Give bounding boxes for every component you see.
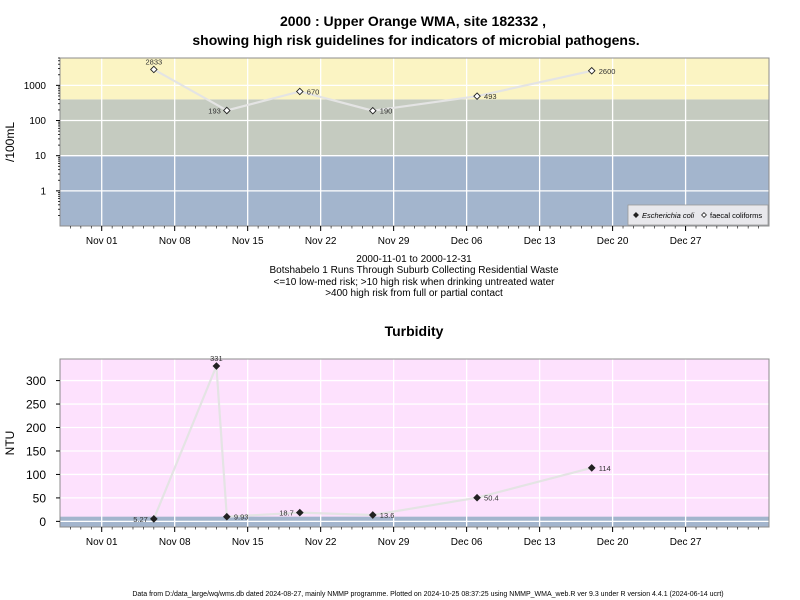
high-risk-guideline-note: >400 high risk from full or partial cont… — [325, 288, 503, 299]
turbidity-y-tick-label: 200 — [26, 421, 46, 435]
turbidity-data-label: 9.93 — [234, 513, 249, 522]
turbidity-y-axis-label: NTU — [3, 431, 17, 456]
microbial-data-label: 2600 — [599, 67, 616, 76]
turbidity-panel: 0 50 100 150 200 250 300 Nov 01 Nov 08 Nov 15 Nov … — [3, 354, 770, 548]
microbial-y-tick-label: 1 — [40, 186, 46, 197]
turbidity-data-point — [150, 515, 158, 523]
microbial-data-point — [587, 66, 596, 75]
microbial-data-label: 193 — [208, 106, 221, 115]
low-risk-guideline-note: <=10 low-med risk; >10 high risk when dr… — [274, 277, 556, 288]
turbidity-y-tick-label: 0 — [39, 515, 46, 529]
microbial-x-tick-label: Dec 13 — [524, 236, 556, 247]
turbidity-data-label: 18.7 — [279, 509, 294, 518]
microbial-x-tick-label: Nov 08 — [159, 236, 191, 247]
microbial-x-tick-label: Nov 22 — [305, 236, 337, 247]
turbidity-y-tick-label: 250 — [26, 398, 46, 412]
legend-marker — [701, 212, 707, 218]
chart-title-line-2: showing high risk guidelines for indicat… — [192, 32, 639, 48]
turbidity-y-tick-label: 300 — [26, 374, 46, 388]
turbidity-x-tick-label: Dec 13 — [524, 537, 556, 548]
site-description-note: Botshabelo 1 Runs Through Suburb Collect… — [269, 265, 558, 276]
turbidity-background — [60, 359, 769, 527]
turbidity-x-tick-label: Dec 06 — [451, 537, 483, 548]
turbidity-data-point — [473, 493, 481, 502]
turbidity-data-point — [212, 362, 221, 370]
turbidity-data-point — [368, 511, 377, 519]
turbidity-data-label: 5.27 — [133, 515, 148, 524]
turbidity-x-tick-label: Nov 15 — [232, 537, 264, 548]
turbidity-data-label: 331 — [210, 354, 223, 363]
microbial-data-point — [295, 87, 304, 96]
microbial-x-tick-label: Dec 06 — [451, 236, 483, 247]
legend-box — [627, 204, 769, 226]
turbidity-data-point — [222, 512, 231, 521]
microbial-data-point — [473, 92, 481, 100]
date-range-note: 2000-11-01 to 2000-12-31 — [356, 254, 472, 265]
microbial-x-tick-label: Dec 27 — [670, 236, 702, 247]
microbial-series-line — [153, 68, 592, 112]
microbial-x-tick-label: Dec 20 — [597, 236, 629, 247]
microbial-panel: 1 10 100 1000 Nov 01 Nov 08 Nov 15 Nov 22 Nov 29… — [3, 57, 770, 247]
turbidity-chart-title: Turbidity — [385, 323, 444, 339]
turbidity-y-tick-label: 100 — [26, 468, 46, 482]
microbial-x-tick-label: Nov 15 — [232, 236, 264, 247]
turbidity-data-label: 114 — [599, 464, 611, 473]
turbidity-data-label: 13.6 — [380, 511, 395, 520]
turbidity-x-tick-label: Dec 20 — [597, 537, 629, 548]
microbial-risk-band-2 — [60, 58, 769, 100]
turbidity-data-point — [295, 508, 304, 517]
microbial-risk-band-1 — [60, 99, 769, 156]
microbial-y-axis-label: /100mL — [3, 122, 17, 162]
microbial-data-point — [222, 106, 231, 115]
microbial-data-label: 493 — [484, 92, 497, 101]
turbidity-x-tick-label: Nov 08 — [159, 537, 191, 548]
turbidity-x-tick-label: Nov 29 — [378, 537, 410, 548]
microbial-data-point — [368, 106, 377, 115]
microbial-data-point — [150, 65, 158, 74]
turbidity-y-tick-label: 50 — [33, 491, 47, 505]
microbial-x-tick-label: Nov 29 — [378, 236, 410, 247]
microbial-data-label: 670 — [307, 87, 320, 96]
microbial-y-tick-label: 10 — [35, 151, 47, 162]
turbidity-x-tick-label: Nov 22 — [305, 537, 337, 548]
data-source-footer: Data from D:/data_large/wq/wms.db dated … — [132, 591, 723, 598]
legend-entry-label: faecal coliforms — [710, 211, 762, 220]
legend-entry-label: Escherichia coli — [642, 211, 694, 220]
microbial-y-tick-label: 100 — [29, 116, 46, 127]
microbial-x-tick-label: Nov 01 — [86, 236, 118, 247]
microbial-data-label: 190 — [380, 107, 393, 116]
microbial-y-tick-label: 1000 — [24, 81, 47, 92]
turbidity-data-label: 50.4 — [484, 494, 499, 503]
legend-marker — [633, 212, 639, 218]
turbidity-data-point — [587, 464, 596, 472]
chart-title-line-1: 2000 : Upper Orange WMA, site 182332 , — [280, 13, 546, 29]
legend: Escherichia coli faecal coliforms — [627, 204, 769, 226]
turbidity-y-tick-label: 150 — [26, 444, 46, 458]
turbidity-x-tick-label: Dec 27 — [670, 537, 702, 548]
turbidity-x-tick-label: Nov 01 — [86, 537, 118, 548]
microbial-data-label: 2833 — [145, 57, 162, 66]
